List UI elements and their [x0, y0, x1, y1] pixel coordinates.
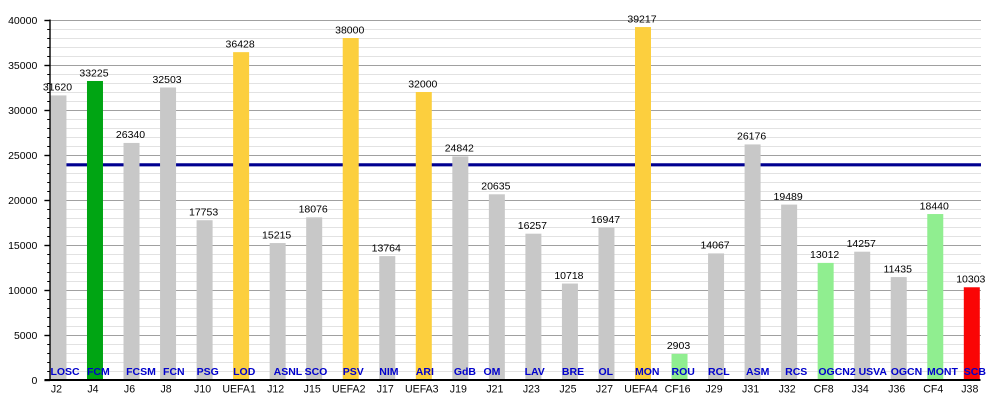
svg-text:25000: 25000 [8, 150, 37, 162]
svg-text:17753: 17753 [189, 207, 218, 219]
svg-text:FCSM: FCSM [126, 366, 156, 378]
svg-text:RCS: RCS [785, 366, 807, 378]
svg-text:J29: J29 [706, 383, 723, 395]
svg-text:39217: 39217 [627, 13, 656, 25]
svg-text:J31: J31 [742, 383, 759, 395]
svg-text:UEFA1: UEFA1 [222, 383, 256, 395]
svg-text:CF4: CF4 [923, 383, 943, 395]
svg-text:BRE: BRE [562, 366, 584, 378]
svg-text:USVA: USVA [859, 366, 888, 378]
svg-text:LOD: LOD [233, 366, 256, 378]
svg-text:15000: 15000 [8, 240, 37, 252]
svg-text:33225: 33225 [79, 67, 108, 79]
svg-text:FCM: FCM [87, 366, 110, 378]
svg-text:24842: 24842 [445, 143, 474, 155]
svg-text:NIM: NIM [379, 366, 399, 378]
svg-text:ASM: ASM [746, 366, 770, 378]
svg-text:31620: 31620 [43, 82, 72, 94]
svg-text:16257: 16257 [518, 220, 547, 232]
svg-text:CF16: CF16 [665, 383, 691, 395]
svg-text:32503: 32503 [152, 74, 181, 86]
svg-text:J15: J15 [304, 383, 321, 395]
svg-text:26176: 26176 [737, 131, 766, 143]
svg-text:10303: 10303 [956, 274, 985, 286]
svg-text:J4: J4 [87, 383, 98, 395]
svg-text:J34: J34 [852, 383, 869, 395]
svg-text:16947: 16947 [591, 214, 620, 226]
svg-text:15215: 15215 [262, 229, 291, 241]
svg-text:OM: OM [483, 366, 500, 378]
svg-text:CF8: CF8 [814, 383, 834, 395]
svg-text:J25: J25 [559, 383, 576, 395]
svg-text:20000: 20000 [8, 195, 37, 207]
svg-text:RCL: RCL [708, 366, 730, 378]
svg-text:14257: 14257 [847, 238, 876, 250]
svg-text:11435: 11435 [884, 263, 913, 275]
svg-text:19489: 19489 [774, 191, 803, 203]
svg-text:LAV: LAV [525, 366, 545, 378]
svg-text:J6: J6 [124, 383, 135, 395]
svg-text:36428: 36428 [226, 38, 255, 50]
svg-text:J12: J12 [267, 383, 284, 395]
svg-text:J19: J19 [450, 383, 467, 395]
svg-text:30000: 30000 [8, 105, 37, 117]
svg-text:35000: 35000 [8, 60, 37, 72]
svg-text:OL: OL [598, 366, 613, 378]
svg-text:SCO: SCO [305, 366, 328, 378]
svg-text:J2: J2 [51, 383, 62, 395]
svg-text:ASNL: ASNL [274, 366, 303, 378]
svg-text:0: 0 [31, 375, 37, 387]
svg-text:20635: 20635 [481, 181, 510, 193]
svg-text:J10: J10 [194, 383, 211, 395]
svg-text:13764: 13764 [372, 242, 401, 254]
svg-text:OGCN: OGCN [891, 366, 923, 378]
svg-text:J17: J17 [377, 383, 394, 395]
svg-text:SCB: SCB [964, 366, 987, 378]
svg-text:UEFA3: UEFA3 [405, 383, 439, 395]
svg-text:J8: J8 [160, 383, 171, 395]
svg-text:MONT: MONT [927, 366, 958, 378]
svg-text:LOSC: LOSC [50, 366, 80, 378]
svg-text:13012: 13012 [810, 249, 839, 261]
svg-text:5000: 5000 [14, 330, 38, 342]
svg-text:14067: 14067 [700, 240, 729, 252]
svg-text:FCN: FCN [163, 366, 185, 378]
svg-text:J38: J38 [961, 383, 978, 395]
svg-text:38000: 38000 [335, 24, 364, 36]
svg-text:PSG: PSG [197, 366, 219, 378]
svg-text:ROU: ROU [672, 366, 695, 378]
svg-text:ARI: ARI [416, 366, 434, 378]
svg-text:PSV: PSV [343, 366, 364, 378]
svg-text:MON: MON [635, 366, 660, 378]
svg-text:2903: 2903 [667, 340, 691, 352]
svg-text:40000: 40000 [8, 15, 37, 27]
svg-text:J23: J23 [523, 383, 540, 395]
svg-text:18076: 18076 [299, 204, 328, 216]
svg-text:GdB: GdB [454, 366, 477, 378]
svg-text:UEFA2: UEFA2 [332, 383, 366, 395]
svg-text:32000: 32000 [408, 78, 437, 90]
svg-text:J27: J27 [596, 383, 613, 395]
svg-text:10718: 10718 [554, 270, 583, 282]
svg-text:J21: J21 [486, 383, 503, 395]
svg-text:OGCN2: OGCN2 [818, 366, 856, 378]
svg-text:J32: J32 [779, 383, 796, 395]
svg-text:10000: 10000 [8, 285, 37, 297]
svg-text:J36: J36 [888, 383, 905, 395]
svg-text:18440: 18440 [920, 200, 949, 212]
svg-text:26340: 26340 [116, 129, 145, 141]
svg-text:UEFA4: UEFA4 [624, 383, 658, 395]
